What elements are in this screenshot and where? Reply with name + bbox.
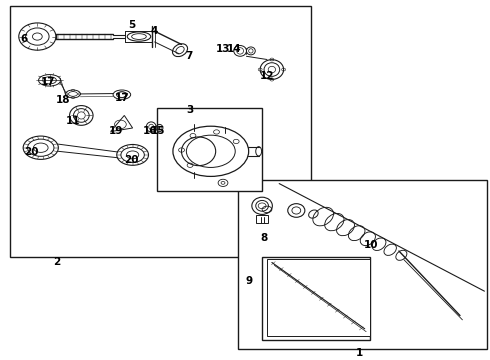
- Bar: [262, 257, 369, 339]
- Text: 17: 17: [41, 77, 56, 87]
- Bar: [157, 108, 262, 191]
- Text: 10: 10: [364, 240, 378, 250]
- Text: 1: 1: [356, 348, 364, 358]
- Text: 20: 20: [124, 155, 139, 165]
- Text: 20: 20: [24, 147, 38, 157]
- Text: 5: 5: [128, 20, 135, 30]
- Text: 17: 17: [115, 93, 129, 103]
- Bar: [256, 215, 268, 223]
- Text: 7: 7: [185, 51, 193, 61]
- Text: 3: 3: [187, 105, 194, 115]
- Text: 6: 6: [21, 34, 28, 44]
- Text: 14: 14: [227, 44, 242, 54]
- Text: 2: 2: [53, 257, 60, 267]
- Bar: [267, 259, 369, 336]
- Text: 11: 11: [66, 116, 80, 126]
- Text: 16: 16: [143, 126, 157, 135]
- Text: 8: 8: [260, 233, 267, 243]
- Text: 19: 19: [108, 126, 122, 135]
- Text: 12: 12: [260, 71, 274, 81]
- Text: 18: 18: [56, 95, 71, 105]
- Bar: [238, 180, 487, 348]
- Text: 4: 4: [151, 26, 158, 36]
- Text: 13: 13: [216, 44, 230, 54]
- Text: 15: 15: [151, 126, 166, 135]
- Bar: [10, 6, 311, 257]
- Text: 9: 9: [245, 276, 252, 286]
